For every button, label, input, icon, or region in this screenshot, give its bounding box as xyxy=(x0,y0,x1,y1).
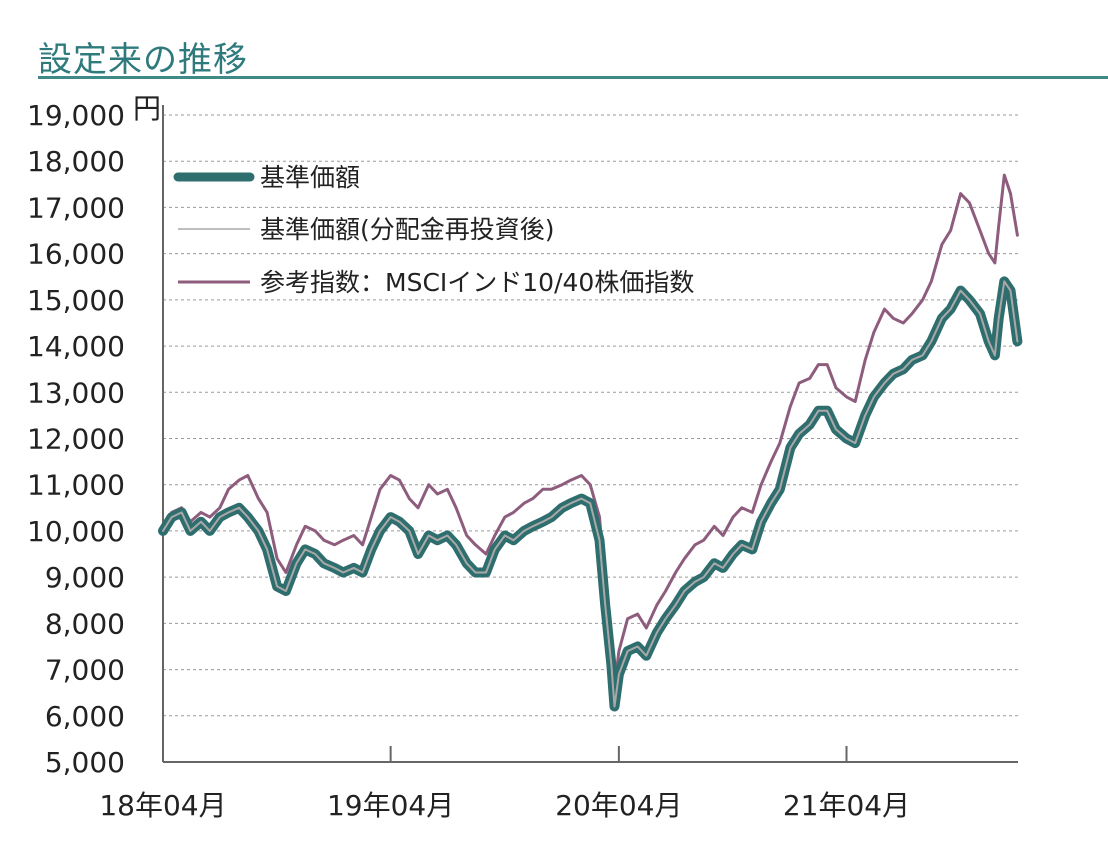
legend-label: 基準価額(分配金再投資後) xyxy=(260,215,555,244)
x-tick-label: 21年04月 xyxy=(783,789,910,822)
chart-title: 設定来の推移 xyxy=(38,40,248,80)
series-line xyxy=(162,280,1019,708)
x-tick-label: 19年04月 xyxy=(327,789,454,822)
y-tick-label: 16,000 xyxy=(27,238,125,271)
y-tick-label: 7,000 xyxy=(45,654,125,687)
y-unit-label: 円 xyxy=(133,92,161,125)
y-tick-label: 14,000 xyxy=(27,330,125,363)
y-tick-label: 12,000 xyxy=(27,423,125,456)
y-tick-label: 13,000 xyxy=(27,376,125,409)
y-axis-ticks: 19,000 18,000 17,000 16,000 15,000 14,000 13,0… xyxy=(27,99,125,779)
y-tick-label: 9,000 xyxy=(45,561,125,594)
x-tick-label: 20年04月 xyxy=(555,789,682,822)
y-tick-label: 19,000 xyxy=(27,99,125,132)
series-line xyxy=(162,280,1019,708)
title-underline xyxy=(38,76,1108,79)
y-tick-label: 6,000 xyxy=(45,700,125,733)
series-line xyxy=(161,173,1019,690)
y-tick-label: 10,000 xyxy=(27,515,125,548)
y-tick-label: 17,000 xyxy=(27,191,125,224)
gridlines xyxy=(163,114,1018,717)
y-tick-label: 11,000 xyxy=(27,469,125,502)
y-tick-label: 18,000 xyxy=(27,145,125,178)
series-line xyxy=(158,276,1023,712)
legend-label: 参考指数：MSCIインド10/40株価指数 xyxy=(260,268,694,297)
axes xyxy=(162,105,1018,763)
x-tick-label: 18年04月 xyxy=(99,789,226,822)
legend-label: 基準価額 xyxy=(260,163,360,192)
x-axis-ticks: 18年04月 19年04月 20年04月 21年04月 xyxy=(99,746,910,822)
y-tick-label: 5,000 xyxy=(45,746,125,779)
y-tick-label: 15,000 xyxy=(27,284,125,317)
y-tick-label: 8,000 xyxy=(45,607,125,640)
series-lines xyxy=(158,173,1023,712)
